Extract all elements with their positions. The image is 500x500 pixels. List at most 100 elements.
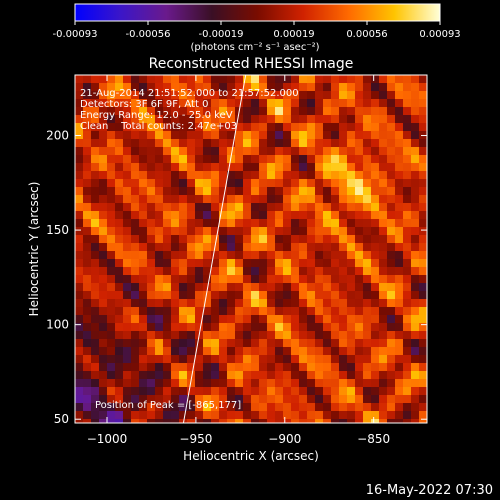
heatmap-cell [155, 323, 163, 331]
heatmap-cell [267, 139, 275, 147]
heatmap-cell [379, 411, 387, 419]
heatmap-cell [411, 227, 419, 235]
heatmap-cell [187, 219, 195, 227]
heatmap-cell [299, 419, 307, 423]
heatmap-cell [171, 75, 179, 83]
heatmap-cell [75, 331, 83, 339]
heatmap-cell [347, 315, 355, 323]
heatmap-cell [75, 259, 83, 267]
heatmap-cell [363, 91, 371, 99]
heatmap-cell [355, 315, 363, 323]
heatmap-cell [323, 99, 331, 107]
heatmap-cell [163, 243, 171, 251]
heatmap-cell [195, 187, 203, 195]
plot-annotations: 21-Aug-2014 21:51:52.000 to 21:57:52.000… [80, 88, 299, 411]
heatmap-cell [219, 171, 227, 179]
heatmap-cell [243, 251, 251, 259]
heatmap-cell [115, 339, 123, 347]
heatmap-cell [235, 307, 243, 315]
heatmap-cell [315, 99, 323, 107]
heatmap-cell [299, 227, 307, 235]
heatmap-cell [307, 227, 315, 235]
heatmap-cell [139, 315, 147, 323]
heatmap-cell [355, 243, 363, 251]
heatmap-cell [83, 323, 91, 331]
heatmap-cell [171, 107, 179, 115]
heatmap-cell [267, 243, 275, 251]
heatmap-cell [115, 219, 123, 227]
heatmap-cell [91, 203, 99, 211]
heatmap-cell [219, 243, 227, 251]
heatmap-cell [419, 411, 427, 419]
heatmap-cell [131, 243, 139, 251]
heatmap-cell [323, 187, 331, 195]
heatmap-cell [107, 331, 115, 339]
y-axis-label: Heliocentric Y (arcsec) [27, 182, 41, 317]
heatmap-cell [379, 251, 387, 259]
heatmap-cell [155, 107, 163, 115]
heatmap-cell [355, 307, 363, 315]
heatmap-cell [291, 315, 299, 323]
heatmap-cell [275, 147, 283, 155]
heatmap-cell [395, 275, 403, 283]
heatmap-cell [315, 163, 323, 171]
heatmap-cell [131, 395, 139, 403]
heatmap-cell [179, 347, 187, 355]
heatmap-cell [379, 131, 387, 139]
heatmap-cell [147, 187, 155, 195]
heatmap-cell [99, 155, 107, 163]
heatmap-cell [347, 307, 355, 315]
heatmap-cell [267, 355, 275, 363]
heatmap-cell [331, 299, 339, 307]
heatmap-cell [291, 195, 299, 203]
heatmap-cell [275, 211, 283, 219]
heatmap-cell [371, 323, 379, 331]
heatmap-cell [331, 91, 339, 99]
heatmap-cell [139, 163, 147, 171]
heatmap-cell [267, 395, 275, 403]
heatmap-cell [243, 227, 251, 235]
heatmap-cell [115, 179, 123, 187]
heatmap-cell [395, 243, 403, 251]
heatmap-cell [339, 283, 347, 291]
heatmap-cell [387, 403, 395, 411]
heatmap-cell [291, 219, 299, 227]
heatmap-cell [227, 355, 235, 363]
heatmap-cell [147, 259, 155, 267]
heatmap-cell [395, 75, 403, 83]
heatmap-cell [411, 323, 419, 331]
heatmap-cell [91, 139, 99, 147]
heatmap-cell [211, 219, 219, 227]
heatmap-cell [107, 179, 115, 187]
heatmap-cell [347, 323, 355, 331]
heatmap-cell [371, 211, 379, 219]
heatmap-cell [355, 395, 363, 403]
heatmap-cell [387, 139, 395, 147]
heatmap-cell [115, 419, 123, 423]
heatmap-cell [227, 139, 235, 147]
heatmap-cell [259, 171, 267, 179]
heatmap-cell [299, 379, 307, 387]
heatmap-cell [315, 155, 323, 163]
heatmap-cell [347, 331, 355, 339]
heatmap-cell [307, 91, 315, 99]
heatmap-cell [235, 291, 243, 299]
heatmap-cell [115, 123, 123, 131]
heatmap-cell [267, 195, 275, 203]
heatmap-cell [243, 171, 251, 179]
heatmap-cell [251, 115, 259, 123]
heatmap-cell [411, 91, 419, 99]
heatmap-cell [99, 91, 107, 99]
heatmap-cell [259, 307, 267, 315]
heatmap-cell [99, 123, 107, 131]
heatmap-cell [171, 283, 179, 291]
heatmap-cell [219, 123, 227, 131]
heatmap-cell [195, 163, 203, 171]
heatmap-cell [115, 307, 123, 315]
heatmap-cell [179, 219, 187, 227]
heatmap-cell [195, 387, 203, 395]
heatmap-cell [139, 243, 147, 251]
heatmap-cell [163, 83, 171, 91]
heatmap-cell [307, 387, 315, 395]
heatmap-cell [99, 99, 107, 107]
